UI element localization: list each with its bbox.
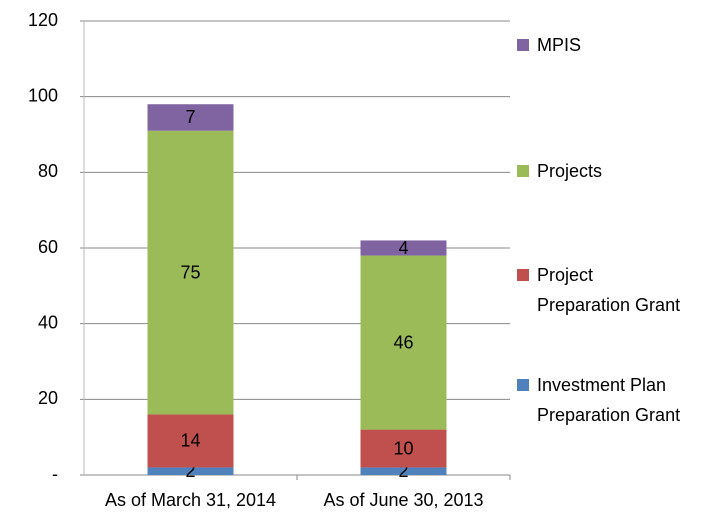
bar-segment xyxy=(147,467,234,475)
legend-label: Investment Plan Preparation Grant xyxy=(537,375,681,425)
legend-label: MPIS xyxy=(537,35,582,55)
legend-swatch xyxy=(517,165,529,177)
data-label: 7 xyxy=(185,107,195,127)
bar-segment xyxy=(147,414,234,468)
bar-segment xyxy=(360,429,447,468)
legend-label: Project Preparation Grant xyxy=(537,265,681,315)
legend-label: Projects xyxy=(537,161,603,181)
bar-segment xyxy=(147,130,234,415)
y-tick-label: 80 xyxy=(38,161,58,181)
legend-swatch xyxy=(517,269,529,281)
y-tick-label: 20 xyxy=(38,388,58,408)
bar-segment xyxy=(360,240,447,256)
y-tick-label: 120 xyxy=(28,10,58,30)
data-label: 4 xyxy=(398,238,408,258)
bar-segment xyxy=(360,255,447,430)
y-tick-label: - xyxy=(52,464,58,484)
legend-swatch xyxy=(517,39,529,51)
y-tick-label: 100 xyxy=(28,85,58,105)
bar-segment xyxy=(147,104,234,131)
x-tick-label: As of June 30, 2013 xyxy=(323,490,483,510)
legend-swatch xyxy=(517,379,529,391)
y-tick-label: 60 xyxy=(38,237,58,257)
data-label: 75 xyxy=(180,262,200,282)
data-label: 2 xyxy=(398,461,408,481)
data-label: 2 xyxy=(185,461,195,481)
data-label: 10 xyxy=(393,438,413,458)
bar-segment xyxy=(360,467,447,475)
x-tick-label: As of March 31, 2014 xyxy=(105,490,276,510)
data-label: 14 xyxy=(180,431,200,451)
data-label: 46 xyxy=(393,332,413,352)
y-tick-label: 40 xyxy=(38,312,58,332)
